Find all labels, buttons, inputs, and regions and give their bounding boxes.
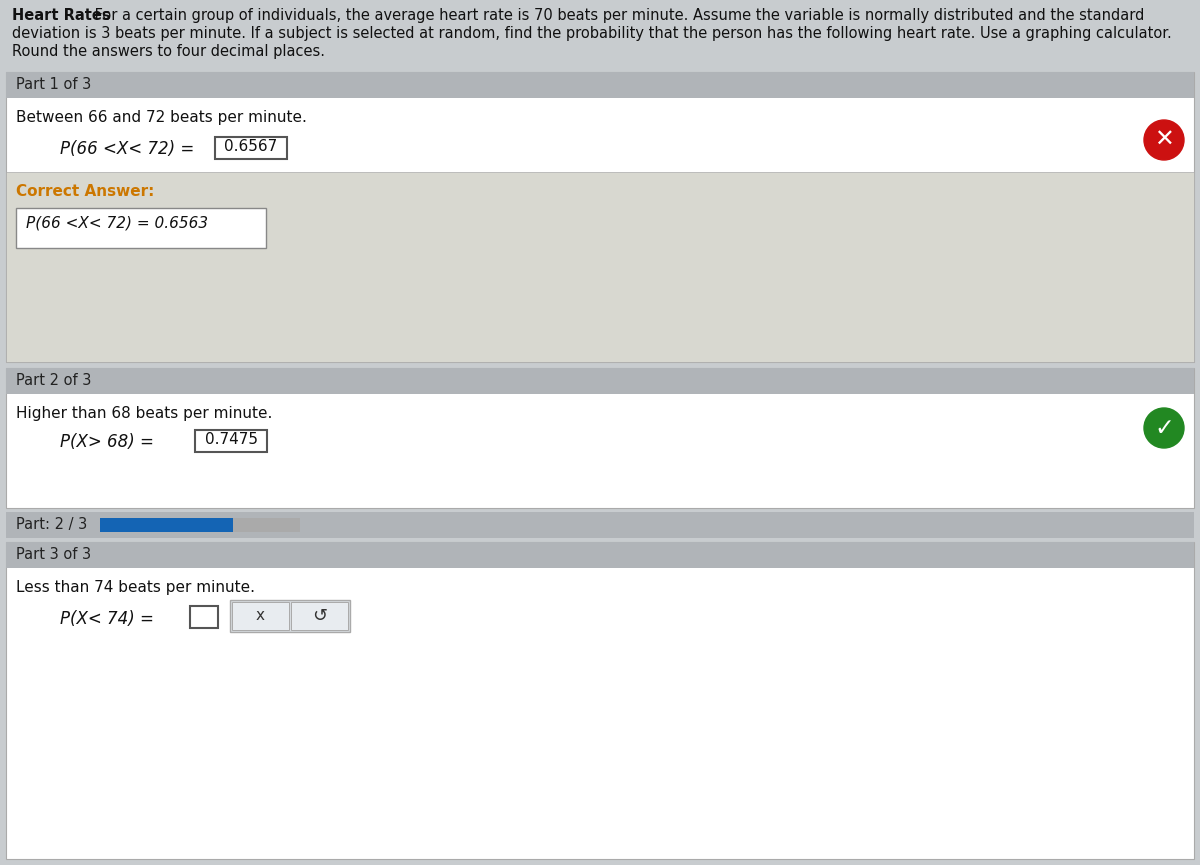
Text: Correct Answer:: Correct Answer: [16, 184, 155, 199]
Text: P(X> 68) =: P(X> 68) = [60, 433, 154, 451]
Bar [6, 72, 1194, 98]
Bar [100, 518, 233, 532]
Text: Part 1 of 3: Part 1 of 3 [16, 77, 91, 92]
Bar [194, 430, 266, 452]
Bar [6, 368, 1194, 508]
Text: Part 3 of 3: Part 3 of 3 [16, 547, 91, 562]
Text: ↺: ↺ [312, 607, 328, 625]
Circle shape [1144, 120, 1184, 160]
Text: For a certain group of individuals, the average heart rate is 70 beats per minut: For a certain group of individuals, the … [90, 8, 1145, 23]
Bar [230, 600, 350, 632]
Circle shape [1144, 408, 1184, 448]
Bar [0, 0, 1200, 68]
Bar [232, 602, 289, 630]
Text: Less than 74 beats per minute.: Less than 74 beats per minute. [16, 580, 256, 595]
Text: P(66 <X< 72) =: P(66 <X< 72) = [60, 140, 194, 158]
Text: Higher than 68 beats per minute.: Higher than 68 beats per minute. [16, 406, 272, 421]
Text: Between 66 and 72 beats per minute.: Between 66 and 72 beats per minute. [16, 110, 307, 125]
Text: Part: 2 / 3: Part: 2 / 3 [16, 517, 88, 532]
Text: P(X< 74) =: P(X< 74) = [60, 610, 154, 628]
Text: P(66 <X< 72) = 0.6563: P(66 <X< 72) = 0.6563 [26, 216, 208, 231]
Bar [16, 208, 266, 248]
Text: ✓: ✓ [1154, 416, 1174, 440]
Bar [100, 518, 300, 532]
Bar [6, 542, 1194, 859]
Text: Heart Rates: Heart Rates [12, 8, 110, 23]
Bar [190, 606, 218, 628]
Bar [6, 72, 1194, 362]
Bar [292, 602, 348, 630]
Text: 0.7475: 0.7475 [204, 432, 258, 447]
Bar [6, 512, 1194, 538]
Bar [215, 137, 287, 159]
Text: Part 2 of 3: Part 2 of 3 [16, 373, 91, 388]
Bar [6, 172, 1194, 362]
Bar [6, 368, 1194, 394]
Text: 0.6567: 0.6567 [224, 139, 277, 154]
Bar [6, 542, 1194, 568]
Text: x: x [256, 608, 264, 624]
Text: deviation is 3 beats per minute. If a subject is selected at random, find the pr: deviation is 3 beats per minute. If a su… [12, 26, 1171, 41]
Text: Round the answers to four decimal places.: Round the answers to four decimal places… [12, 44, 325, 59]
Text: ✕: ✕ [1154, 128, 1174, 152]
